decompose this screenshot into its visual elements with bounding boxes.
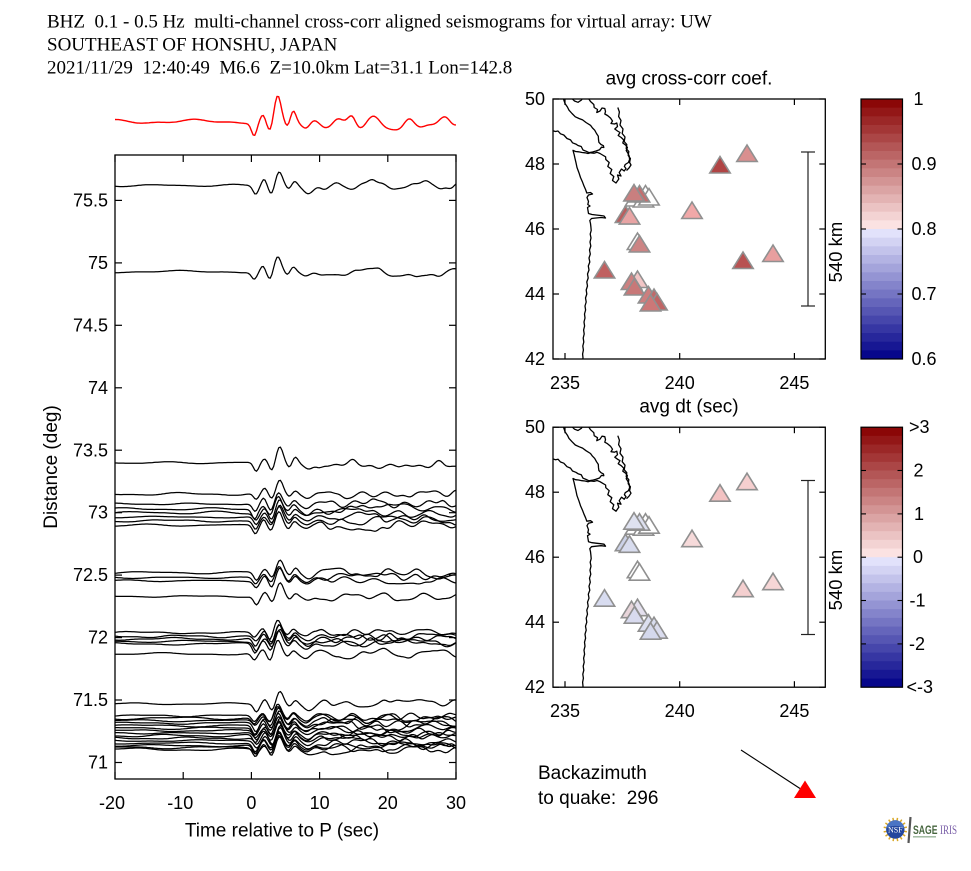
svg-text:74.5: 74.5 [73,315,108,335]
svg-text:avg cross-corr coef.: avg cross-corr coef. [606,69,773,90]
svg-text:44: 44 [525,612,545,632]
svg-text:SAGE: SAGE [913,823,938,837]
svg-text:BHZ 0.1 - 0.5 Hz multi-chann: BHZ 0.1 - 0.5 Hz multi-channel cross-cor… [47,12,712,33]
svg-text:75: 75 [88,253,108,273]
svg-text:46: 46 [525,219,545,239]
svg-text:44: 44 [525,284,545,304]
svg-text:50: 50 [525,417,545,437]
svg-text:0: 0 [246,793,256,813]
svg-text:2021/11/29 12:40:49 M6.6 Z=: 2021/11/29 12:40:49 M6.6 Z=10.0km Lat=31… [47,58,512,79]
svg-text:73.5: 73.5 [73,440,108,460]
svg-text:to quake: 296: to quake: 296 [538,788,658,809]
svg-text:42: 42 [525,349,545,369]
svg-text:240: 240 [665,701,695,721]
svg-text:235: 235 [550,373,580,393]
svg-text:245: 245 [779,373,809,393]
svg-text:48: 48 [525,154,545,174]
svg-text:74: 74 [88,378,108,398]
svg-text:-20: -20 [99,793,125,813]
svg-text:0.8: 0.8 [912,219,937,239]
svg-text:245: 245 [779,701,809,721]
svg-text:50: 50 [525,89,545,109]
svg-text:42: 42 [525,677,545,697]
svg-text:72: 72 [88,628,108,648]
svg-text:0.9: 0.9 [912,154,937,174]
svg-text:SOUTHEAST OF HONSHU, JAPAN: SOUTHEAST OF HONSHU, JAPAN [47,35,338,56]
svg-text:1: 1 [914,504,924,524]
svg-text:71: 71 [88,753,108,773]
svg-text:75.5: 75.5 [73,190,108,210]
svg-text:20: 20 [378,793,398,813]
svg-text:2: 2 [914,461,924,481]
svg-text:avg dt (sec): avg dt (sec) [639,397,738,418]
svg-text:71.5: 71.5 [73,690,108,710]
svg-text:NSF: NSF [888,826,903,835]
svg-text:235: 235 [550,701,580,721]
svg-text:Distance (deg): Distance (deg) [41,405,62,529]
svg-text:IRIS: IRIS [940,823,957,837]
svg-text:-2: -2 [909,634,925,654]
svg-text:1: 1 [914,89,924,109]
svg-text:Backazimuth: Backazimuth [538,763,647,784]
svg-text:10: 10 [310,793,330,813]
svg-text:0: 0 [913,547,923,567]
svg-text:540 km: 540 km [825,550,846,611]
svg-text:0.6: 0.6 [912,349,937,369]
svg-text:30: 30 [446,793,466,813]
svg-text:>3: >3 [909,417,930,437]
svg-text:46: 46 [525,547,545,567]
svg-text:-1: -1 [910,591,926,611]
svg-text:0.7: 0.7 [912,284,937,304]
svg-text:73: 73 [88,503,108,523]
svg-text:<-3: <-3 [907,677,934,697]
svg-text:Time relative to P (sec): Time relative to P (sec) [185,821,379,842]
svg-text:540 km: 540 km [825,222,846,283]
svg-text:72.5: 72.5 [73,565,108,585]
svg-text:-10: -10 [167,793,193,813]
svg-text:48: 48 [525,482,545,502]
svg-text:240: 240 [665,373,695,393]
